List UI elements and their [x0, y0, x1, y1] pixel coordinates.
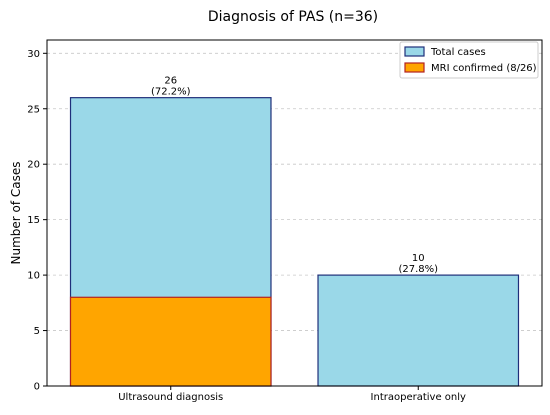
bar-mri-confirmed-8-26-ultrasound-diagnosis	[69, 296, 272, 387]
data-label-percent-intraoperative-only: (27.8%)	[398, 264, 438, 275]
plot-frame	[46, 39, 543, 387]
y-tick-label: 10	[27, 271, 40, 282]
bars	[69, 97, 520, 387]
grid	[47, 52, 542, 331]
data-label-percent-ultrasound-diagnosis: (72.2%)	[151, 87, 191, 98]
y-tick-label: 15	[27, 215, 40, 226]
data-label-value-ultrasound-diagnosis: 26	[164, 76, 177, 87]
axes: 0 5 10 15 20 25 30 Ultrasound diagnosis Intraope…	[27, 39, 543, 403]
chart-title: Diagnosis of PAS (n=36)	[208, 9, 378, 25]
legend-swatch-mri-confirmed	[404, 62, 425, 73]
y-axis-label: Number of Cases	[9, 161, 23, 264]
legend-swatch-total-cases	[404, 46, 425, 57]
data-labels: 26(72.2%) 10(27.8%)	[151, 76, 438, 275]
bar-total-cases-intraoperative-only	[317, 274, 520, 387]
x-tick-label-intraoperative-only: Intraoperative only	[371, 392, 466, 403]
y-tick-label: 20	[27, 160, 40, 171]
x-tick-label-ultrasound-diagnosis: Ultrasound diagnosis	[118, 392, 223, 403]
legend-label-mri-confirmed: MRI confirmed (8/26)	[431, 63, 537, 74]
legend-frame	[399, 41, 539, 79]
y-tick-label: 5	[34, 326, 40, 337]
y-tick-label: 0	[34, 382, 40, 393]
y-tick-label: 30	[27, 49, 40, 60]
data-label-value-intraoperative-only: 10	[412, 253, 425, 264]
y-tick-label: 25	[27, 104, 40, 115]
legend-label-total-cases: Total cases	[430, 47, 486, 58]
legend: Total cases MRI confirmed (8/26)	[399, 41, 539, 79]
